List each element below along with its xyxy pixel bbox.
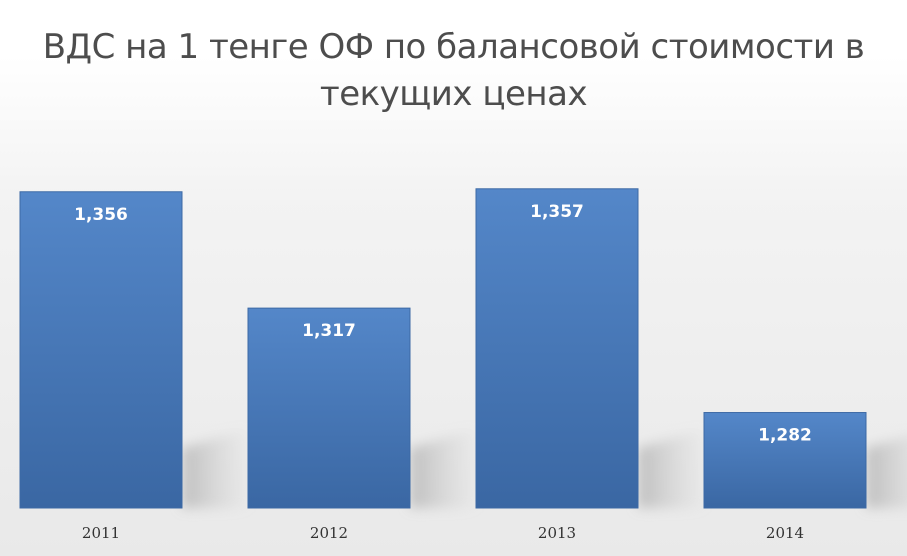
x-tick-label-2013: 2013 <box>538 524 576 542</box>
bar-2014 <box>703 412 867 509</box>
bar-2011 <box>19 191 183 509</box>
data-label-2011: 1,356 <box>74 205 128 225</box>
bar-shadow <box>866 436 907 508</box>
bar-shadow <box>182 428 252 508</box>
bar-2012 <box>247 307 411 509</box>
chart-title-line-1: ВДС на 1 тенге ОФ по балансовой стоимост… <box>42 27 865 67</box>
x-tick-label-2014: 2014 <box>766 524 804 542</box>
data-label-2013: 1,357 <box>530 202 584 222</box>
x-tick-label-2012: 2012 <box>310 524 348 542</box>
chart-title-line-2: текущих ценах <box>319 74 588 114</box>
x-tick-label-2011: 2011 <box>82 524 120 542</box>
bar-shadow <box>638 428 708 508</box>
bar-shadow <box>410 428 480 508</box>
bar-2013 <box>475 188 639 509</box>
data-label-2014: 1,282 <box>758 426 812 446</box>
data-label-2012: 1,317 <box>302 321 356 341</box>
chart-title: ВДС на 1 тенге ОФ по балансовой стоимост… <box>0 24 907 118</box>
